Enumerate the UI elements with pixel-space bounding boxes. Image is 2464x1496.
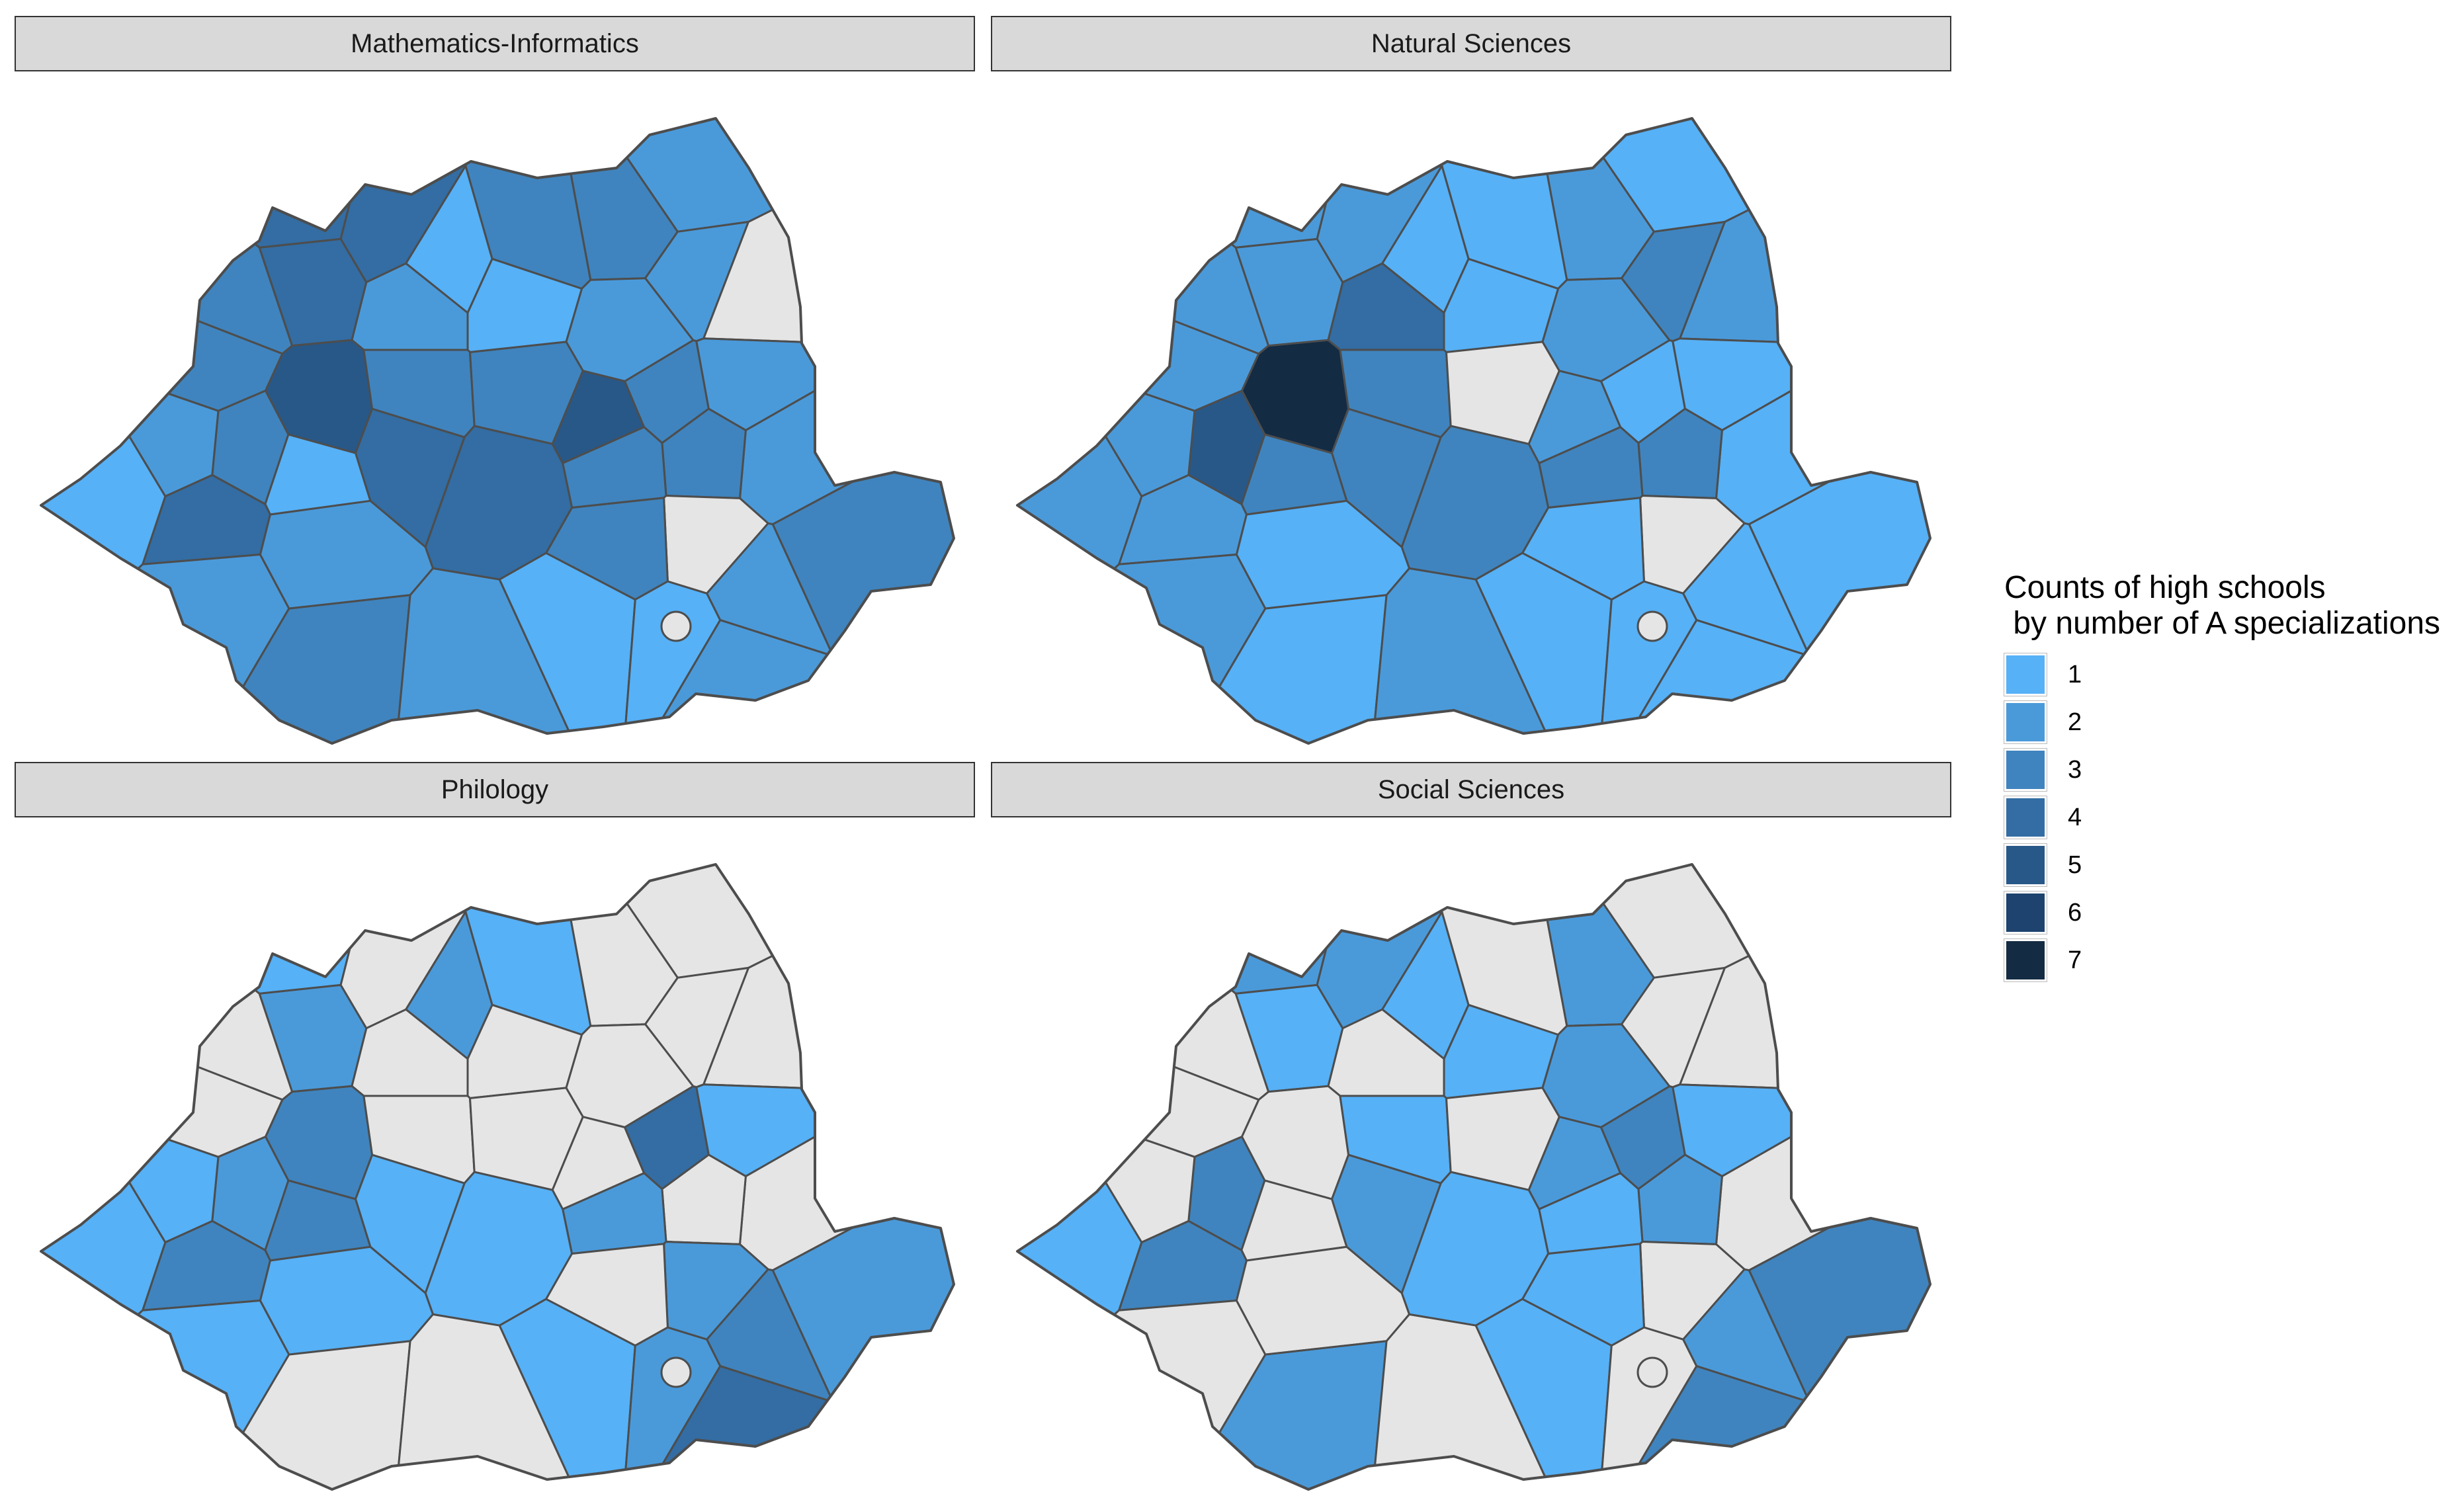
bucharest-region: [660, 610, 692, 642]
map-panel-0: Mathematics-Informatics: [15, 16, 975, 750]
panel-title: Philology: [15, 762, 975, 817]
county-region: [545, 497, 669, 601]
legend-item: 4: [2004, 794, 2454, 841]
county-region: [545, 1243, 669, 1347]
county-region: [1521, 497, 1645, 601]
legend-item: 2: [2004, 698, 2454, 746]
legend-swatch: [2004, 700, 2047, 744]
legend-swatch: [2004, 891, 2047, 935]
legend-swatch: [2004, 796, 2047, 839]
bucharest-region: [1636, 1356, 1668, 1388]
panel-title: Social Sciences: [991, 762, 1951, 817]
panel-title: Natural Sciences: [991, 16, 1951, 71]
legend-item: 6: [2004, 889, 2454, 936]
county-region: [1521, 1243, 1645, 1347]
legend-item: 7: [2004, 936, 2454, 984]
legend: Counts of high schools by number of A sp…: [2004, 570, 2454, 984]
map-panel-2: Philology: [15, 762, 975, 1496]
legend-title: Counts of high schools by number of A sp…: [2004, 570, 2441, 641]
country-outline: [40, 117, 955, 745]
legend-item: 1: [2004, 651, 2454, 698]
legend-swatch: [2004, 748, 2047, 792]
legend-swatch: [2004, 938, 2047, 982]
legend-item: 5: [2004, 841, 2454, 889]
legend-swatch: [2004, 843, 2047, 887]
legend-swatch: [2004, 653, 2047, 696]
choropleth-map: [1016, 863, 1932, 1491]
legend-label: 6: [2068, 898, 2082, 927]
legend-items: 1 2 3 4 5 6 7: [2004, 651, 2454, 984]
legend-label: 5: [2068, 851, 2082, 879]
bucharest-region: [660, 1356, 692, 1388]
panel-title: Mathematics-Informatics: [15, 16, 975, 71]
choropleth-map: [1016, 117, 1932, 745]
choropleth-map: [40, 863, 955, 1491]
legend-label: 3: [2068, 755, 2082, 784]
legend-item: 3: [2004, 746, 2454, 794]
map-panel-3: Social Sciences: [991, 762, 1951, 1496]
legend-label: 2: [2068, 708, 2082, 736]
legend-label: 1: [2068, 660, 2082, 688]
map-panel-1: Natural Sciences: [991, 16, 1951, 750]
bucharest-region: [1636, 610, 1668, 642]
legend-label: 7: [2068, 946, 2082, 974]
choropleth-map: [40, 117, 955, 745]
country-outline: [1016, 117, 1932, 745]
legend-label: 4: [2068, 803, 2082, 831]
